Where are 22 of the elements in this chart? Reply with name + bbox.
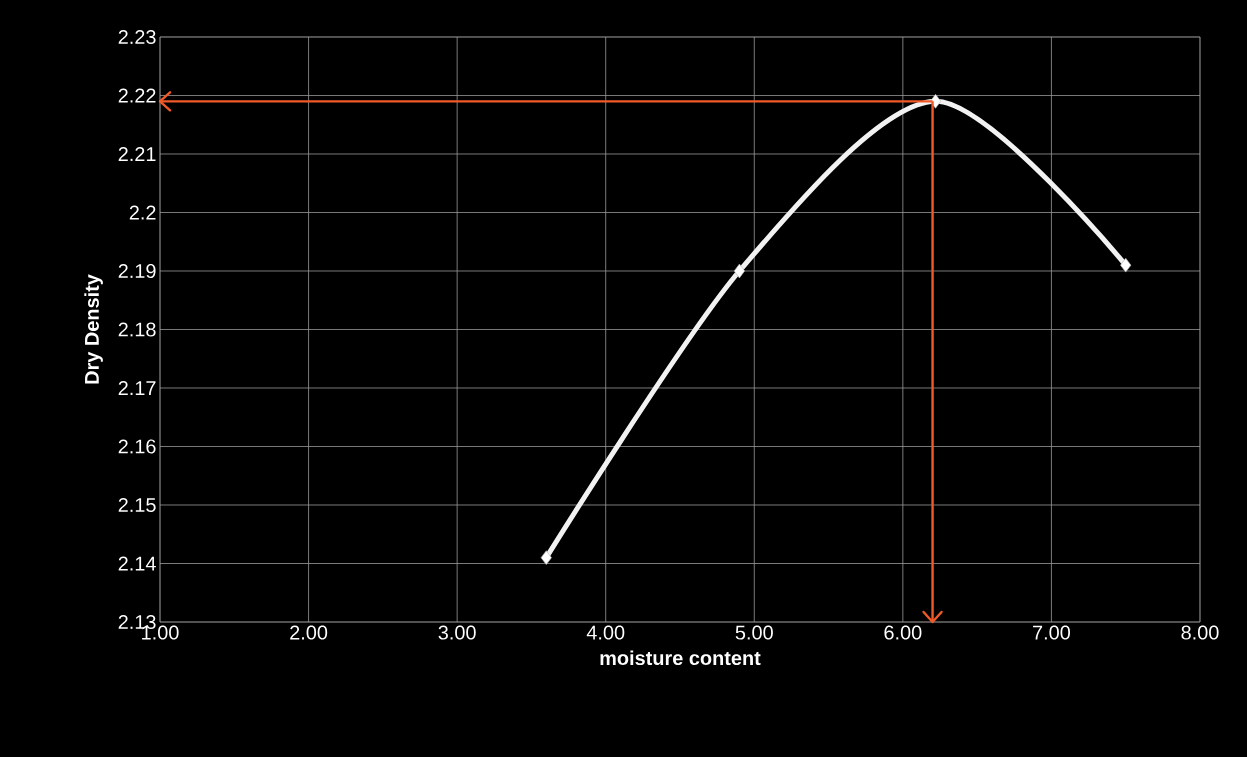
- point: [1120, 257, 1132, 273]
- y-tick-label: 2.17: [118, 381, 156, 395]
- y-axis-title: Dry Density: [84, 274, 103, 384]
- x-tick-label: 2.00: [290, 625, 328, 640]
- y-tick-label: 2.22: [118, 88, 156, 103]
- x-tick-label: 6.00: [884, 625, 922, 640]
- y-tick-label: 2.16: [118, 439, 156, 454]
- y-tick-label: 2.18: [118, 322, 156, 337]
- y-tick-label: 2.21: [118, 147, 156, 161]
- y-tick-label: 2.15: [118, 497, 156, 513]
- y-tick-label: 2.19: [118, 263, 156, 279]
- x-tick-label: 7.00: [1033, 625, 1071, 640]
- x-axis-title: moisture content: [600, 650, 761, 666]
- x-tick-label: 3.00: [438, 625, 476, 640]
- y-tick-label: 2.14: [118, 556, 156, 571]
- point: [733, 263, 745, 279]
- x-tick-label: 5.00: [735, 625, 773, 640]
- y-tick-label: 2.23: [118, 29, 156, 45]
- y-tick-label: 2.2: [129, 205, 156, 220]
- x-tick-label: 4.00: [586, 625, 625, 640]
- point: [540, 550, 552, 565]
- x-tick-label: 8.00: [1181, 625, 1219, 640]
